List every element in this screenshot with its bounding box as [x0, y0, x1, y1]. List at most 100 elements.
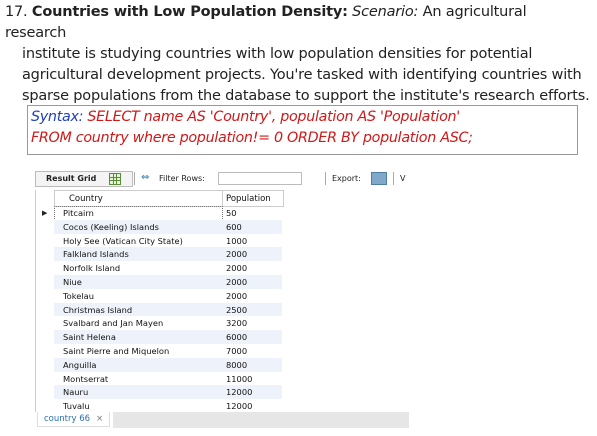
cell-population[interactable]: 12000 — [222, 385, 282, 400]
table-row[interactable]: Norfolk Island 2000 — [54, 261, 247, 275]
filter-rows-input[interactable] — [218, 172, 302, 185]
syntax-box: Syntax: SELECT name AS 'Country', popula… — [27, 105, 578, 155]
question-line-1: 17. Countries with Low Population Densit… — [5, 2, 591, 44]
question-line-2: institute is studying countries with low… — [22, 46, 533, 62]
question-line-3: agricultural development projects. You'r… — [22, 67, 582, 83]
current-row-arrow-icon: ▶ — [42, 209, 48, 217]
cell-population-value: 50 — [226, 208, 237, 218]
cell-country[interactable]: Falkland Islands — [63, 249, 129, 260]
export-label: Export: — [332, 174, 361, 183]
table-row[interactable]: Pitcairn 50 — [54, 206, 237, 221]
column-header-country-label: Country — [69, 194, 103, 204]
cell-population[interactable]: 1000 — [222, 234, 282, 248]
cell-population[interactable]: 2000 — [222, 275, 282, 289]
syntax-code-line-1: SELECT name AS 'Country', population AS … — [87, 109, 460, 125]
question-title: Countries with Low Population Density: — [31, 4, 348, 20]
cell-population-value: 2000 — [226, 263, 248, 274]
grid-icon[interactable] — [109, 173, 121, 185]
cell-population[interactable]: 50 — [222, 206, 282, 220]
cell-population-value: 3200 — [226, 318, 248, 329]
cell-country[interactable]: Saint Helena — [63, 332, 116, 343]
result-tab-country[interactable]: country 66 × — [37, 412, 111, 427]
syntax-code-line-2: FROM country where population!= 0 ORDER … — [31, 130, 473, 146]
cell-population-value: 11000 — [226, 373, 253, 384]
result-grid[interactable]: Country Population Pitcairn 50 ▶ Cocos (Kee… — [35, 190, 284, 413]
toolbar-divider — [325, 172, 326, 185]
cell-country[interactable]: Niue — [63, 277, 82, 287]
cell-population[interactable]: 7000 — [222, 344, 282, 358]
wrap-cell-label[interactable]: V — [400, 174, 406, 183]
cell-population-value: 12000 — [226, 401, 253, 412]
cell-country[interactable]: Norfolk Island — [63, 263, 121, 274]
result-grid-label[interactable]: Result Grid — [46, 174, 97, 183]
table-row[interactable]: Saint Helena 6000 — [54, 330, 282, 344]
cell-population-value: 2000 — [226, 290, 248, 301]
cell-population[interactable]: 2000 — [222, 247, 282, 262]
cell-population-value: 600 — [226, 221, 242, 232]
question-text: 17. Countries with Low Population Densit… — [5, 2, 591, 107]
close-icon[interactable]: × — [96, 414, 104, 424]
table-row[interactable]: Montserrat 11000 — [54, 372, 252, 386]
cell-population-value: 2500 — [226, 304, 248, 315]
result-grid-tab[interactable] — [35, 171, 133, 187]
cell-country[interactable]: Christmas Island — [63, 304, 133, 315]
cell-country[interactable]: Anguilla — [63, 359, 97, 370]
tabbar-background — [113, 412, 409, 428]
question-line-4: sparse populations from the database to … — [22, 88, 590, 104]
table-row[interactable]: Falkland Islands 2000 — [54, 247, 282, 262]
cell-country[interactable]: Holy See (Vatican City State) — [63, 235, 183, 246]
cell-country[interactable]: Pitcairn — [63, 208, 94, 218]
syntax-label: Syntax: — [31, 109, 84, 125]
result-tab-label: country 66 — [44, 414, 91, 424]
table-row[interactable]: Nauru 12000 — [54, 385, 282, 400]
cell-population[interactable]: 2000 — [222, 289, 282, 303]
cell-country[interactable]: Cocos (Keeling) Islands — [63, 221, 159, 232]
column-header-country[interactable]: Country — [54, 190, 223, 207]
result-toolbar: Result Grid ⇔ Filter Rows: Export: V — [35, 170, 595, 188]
question-number: 17. — [5, 4, 28, 20]
cell-population-value: 1000 — [226, 235, 248, 246]
syntax-line-1: Syntax: SELECT name AS 'Country', popula… — [31, 109, 460, 125]
cell-population[interactable]: 2500 — [222, 302, 282, 317]
cell-country[interactable]: Montserrat — [63, 373, 109, 384]
column-header-population-label: Population — [226, 194, 271, 204]
table-row[interactable]: Saint Pierre and Miquelon 7000 — [54, 344, 247, 358]
cell-population-value: 12000 — [226, 387, 253, 398]
table-row[interactable]: Tuvalu 12000 — [54, 399, 252, 413]
cell-country[interactable]: Saint Pierre and Miquelon — [63, 346, 170, 356]
filter-rows-label: Filter Rows: — [159, 174, 205, 183]
table-row[interactable]: Holy See (Vatican City State) 1000 — [54, 234, 247, 248]
export-icon[interactable] — [371, 172, 387, 185]
cell-population-value: 8000 — [226, 359, 248, 370]
table-row[interactable]: Christmas Island 2500 — [54, 302, 282, 317]
syntax-line-2: FROM country where population!= 0 ORDER … — [31, 130, 473, 146]
cell-country[interactable]: Nauru — [63, 387, 89, 398]
question-line-1-rest: An agricultural research — [5, 4, 527, 41]
cell-population[interactable]: 6000 — [222, 330, 282, 344]
result-screenshot: Result Grid ⇔ Filter Rows: Export: V Cou… — [33, 170, 409, 428]
cell-population-value: 7000 — [226, 346, 248, 356]
column-header-population[interactable]: Population — [222, 190, 284, 207]
cell-population[interactable]: 8000 — [222, 357, 282, 372]
table-row[interactable]: Anguilla 8000 — [54, 357, 282, 372]
cell-population-value: 6000 — [226, 332, 248, 343]
cell-population[interactable]: 12000 — [222, 399, 282, 413]
result-tabbar: country 66 × — [33, 412, 409, 428]
cell-country[interactable]: Tuvalu — [63, 401, 90, 412]
cell-population[interactable]: 2000 — [222, 261, 282, 275]
toolbar-divider — [393, 172, 394, 185]
cell-population[interactable]: 600 — [222, 219, 282, 234]
table-row[interactable]: Niue 2000 — [54, 275, 282, 289]
cell-population-value: 2000 — [226, 249, 248, 260]
scenario-label: Scenario: — [352, 4, 419, 20]
cell-population-value: 2000 — [226, 277, 248, 287]
cell-country[interactable]: Tokelau — [63, 290, 94, 301]
cell-country[interactable]: Svalbard and Jan Mayen — [63, 318, 164, 329]
toolbar-divider — [134, 172, 135, 185]
table-row[interactable]: Cocos (Keeling) Islands 600 — [54, 219, 282, 234]
cell-population[interactable]: 11000 — [222, 372, 282, 386]
cell-population[interactable]: 3200 — [222, 316, 282, 330]
table-row[interactable]: Tokelau 2000 — [54, 289, 247, 303]
filter-icon[interactable]: ⇔ — [141, 172, 150, 183]
table-row[interactable]: Svalbard and Jan Mayen 3200 — [54, 316, 247, 330]
